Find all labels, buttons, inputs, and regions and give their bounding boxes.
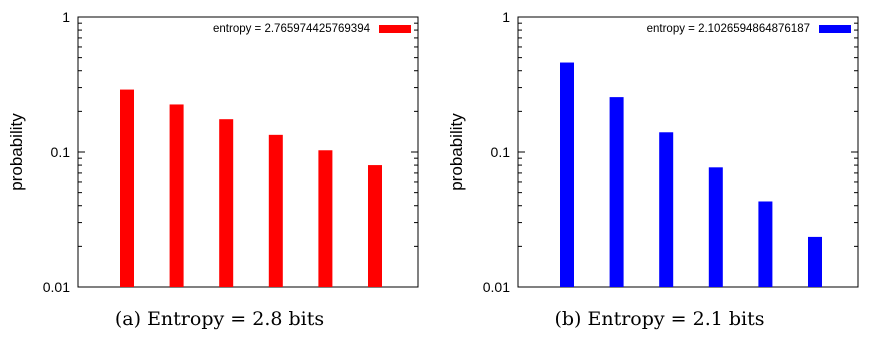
bar [808,236,822,287]
legend-label: entropy = 2.765974425769394 [213,23,371,35]
bar [318,150,333,287]
caption-b: (b) Entropy = 2.1 bits [554,308,765,330]
bar [560,62,574,287]
chart-panel-a: 0.01 0.1 1 probability entropy = 2.765974425… [0,0,439,342]
y-axis-label: probability [7,113,26,191]
bar [368,165,382,287]
bar [169,104,184,288]
y-tick-label: 0.01 [483,279,510,295]
bar [708,167,723,287]
bar [268,134,283,287]
bar [219,119,234,287]
bar [758,201,773,287]
legend-swatch [379,25,411,33]
caption-a: (a) Entropy = 2.8 bits [114,308,325,330]
y-tick-label: 0.1 [491,144,511,160]
y-axis-label: probability [447,113,466,191]
y-tick-label: 0.01 [43,279,70,295]
legend-label: entropy = 2.1026594864876187 [647,23,810,35]
y-tick-label: 1 [502,9,510,25]
bar [659,132,674,287]
chart-panel-b: 0.01 0.1 1 probability entropy = 2.102659486… [440,0,879,342]
bar [609,97,624,288]
y-tick-label: 1 [62,9,70,25]
chart-b-svg: 0.01 0.1 1 probability entropy = 2.102659486… [447,9,859,295]
y-tick-label: 0.1 [51,144,71,160]
bar [120,89,134,288]
legend-swatch [819,25,851,33]
chart-a-svg: 0.01 0.1 1 probability entropy = 2.765974425… [7,9,419,295]
